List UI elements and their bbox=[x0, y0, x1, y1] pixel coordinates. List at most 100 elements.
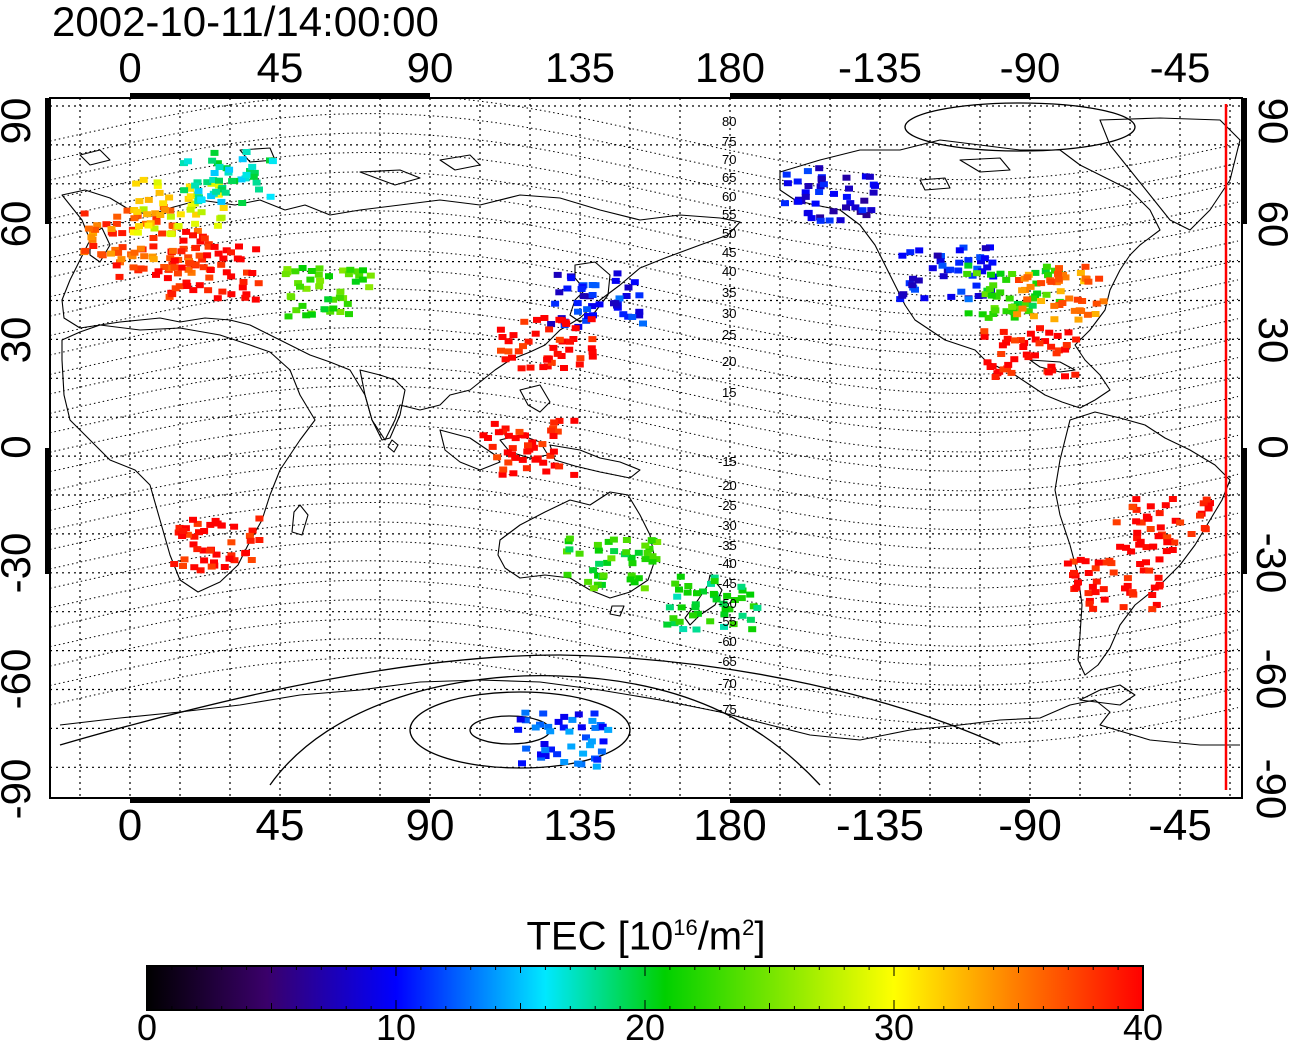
tec-cell bbox=[242, 549, 250, 556]
tec-cell bbox=[248, 163, 257, 170]
tec-cell bbox=[628, 314, 637, 320]
tec-cell bbox=[1028, 302, 1037, 309]
tec-cell bbox=[1121, 585, 1129, 592]
tec-cell bbox=[972, 270, 981, 277]
tec-cell bbox=[671, 580, 680, 587]
tec-cell bbox=[84, 225, 93, 232]
tec-cell bbox=[115, 273, 124, 280]
tec-cell bbox=[541, 747, 550, 754]
tec-cell bbox=[529, 444, 538, 451]
tec-cell bbox=[346, 266, 355, 273]
tec-cell bbox=[225, 555, 234, 562]
tec-cell bbox=[222, 247, 231, 254]
magnetic-latitude-labels: 80 75 70 65 60 55 50 45 40 35 30 25 20 15 -15 -20 -25 -30… bbox=[718, 114, 737, 717]
tec-cell bbox=[738, 612, 747, 619]
tec-cell bbox=[543, 356, 552, 363]
tec-cell bbox=[1122, 544, 1130, 551]
tec-cell bbox=[947, 293, 956, 300]
tec-cell bbox=[588, 353, 597, 360]
tec-cell bbox=[915, 247, 924, 254]
tec-cell bbox=[1037, 298, 1046, 304]
tec-cell bbox=[560, 365, 568, 371]
tec-cell bbox=[519, 343, 527, 350]
tec-cell bbox=[586, 742, 595, 749]
tec-cell bbox=[1054, 276, 1063, 283]
tec-cell bbox=[588, 336, 597, 343]
tec-cell bbox=[150, 225, 159, 232]
tec-cell bbox=[1070, 569, 1078, 576]
tec-cell bbox=[985, 286, 994, 293]
tec-cell bbox=[154, 268, 163, 275]
tec-cell bbox=[738, 587, 747, 594]
tec-cell bbox=[1161, 502, 1170, 509]
tec-cell bbox=[928, 265, 937, 272]
tec-cell bbox=[192, 244, 200, 251]
tec-cell bbox=[227, 291, 236, 298]
tec-cell bbox=[719, 600, 728, 607]
tec-cell bbox=[537, 754, 546, 761]
tec-cell bbox=[166, 255, 175, 262]
tec-cell bbox=[1011, 337, 1019, 344]
tec-cell bbox=[168, 247, 177, 254]
mlat-label: 45 bbox=[722, 245, 736, 260]
tec-cell bbox=[1136, 538, 1145, 545]
tec-cell bbox=[287, 294, 296, 301]
tec-cell bbox=[144, 222, 153, 229]
tec-cell bbox=[1035, 340, 1044, 347]
top-tick-label: 45 bbox=[256, 44, 304, 91]
tec-cell bbox=[1146, 526, 1155, 532]
tec-cell bbox=[197, 197, 206, 203]
tec-cell bbox=[540, 741, 549, 747]
tec-cell bbox=[999, 366, 1008, 373]
mlat-label: -55 bbox=[718, 614, 737, 629]
tec-cell bbox=[174, 223, 183, 229]
tec-cell bbox=[255, 186, 263, 193]
mlat-label: -30 bbox=[718, 518, 737, 533]
tec-cell bbox=[996, 270, 1005, 277]
bottom-tick-label: -135 bbox=[835, 801, 925, 850]
tec-cell bbox=[909, 275, 917, 282]
tec-cell bbox=[210, 170, 219, 176]
tec-cell bbox=[964, 310, 973, 317]
tec-cell bbox=[968, 272, 977, 279]
tec-cell bbox=[986, 244, 994, 251]
tec-cell bbox=[498, 471, 507, 478]
tec-cell bbox=[627, 572, 636, 579]
tec-cell bbox=[209, 176, 218, 183]
tec-cell bbox=[1127, 548, 1136, 555]
tec-cell bbox=[1055, 265, 1063, 272]
tec-cell bbox=[166, 230, 175, 237]
tec-cell bbox=[245, 532, 254, 539]
left-tick-label: 0 bbox=[0, 417, 39, 477]
tec-cell bbox=[479, 432, 488, 439]
tec-cell bbox=[215, 164, 224, 170]
tec-cell bbox=[549, 433, 558, 439]
tec-cell bbox=[198, 256, 207, 263]
mlat-label: -35 bbox=[718, 538, 737, 553]
tec-cell bbox=[748, 626, 757, 633]
tec-cell bbox=[598, 723, 607, 730]
tec-cell bbox=[193, 179, 202, 186]
tec-cell bbox=[225, 166, 234, 173]
tec-cell bbox=[997, 351, 1006, 357]
tec-cell bbox=[80, 210, 89, 217]
tec-cell bbox=[938, 262, 947, 269]
tec-cell bbox=[630, 279, 639, 286]
tec-cell bbox=[830, 190, 838, 197]
tec-cell bbox=[563, 571, 572, 578]
tec-cell bbox=[1155, 510, 1164, 517]
tec-cell bbox=[255, 515, 264, 522]
right-tick-label: -30 bbox=[1248, 532, 1292, 594]
tec-cell bbox=[588, 303, 597, 310]
mlat-label: -45 bbox=[718, 576, 737, 591]
tec-cell bbox=[801, 189, 810, 196]
tec-cell bbox=[168, 291, 177, 298]
tec-cell bbox=[1133, 535, 1142, 542]
top-tick-label: 90 bbox=[406, 44, 454, 91]
tec-cell bbox=[723, 592, 732, 599]
tec-cell bbox=[1010, 356, 1019, 363]
tec-cell bbox=[247, 557, 256, 563]
tec-cell bbox=[504, 432, 513, 439]
tec-cell bbox=[204, 287, 213, 294]
tec-cell bbox=[911, 286, 919, 293]
